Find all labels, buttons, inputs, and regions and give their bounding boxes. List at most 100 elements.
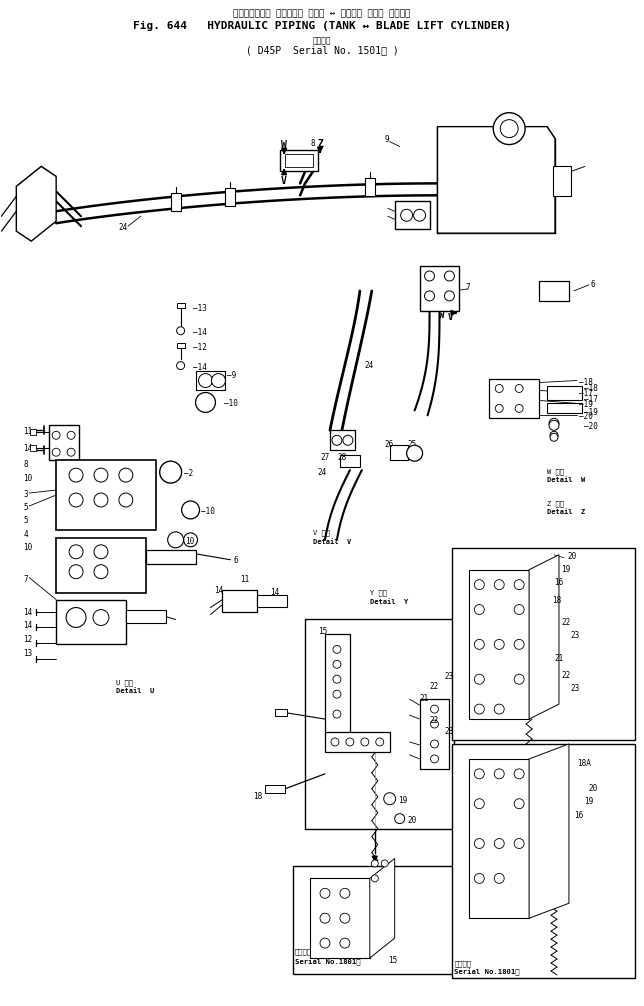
Circle shape xyxy=(493,113,525,145)
Bar xyxy=(176,343,185,348)
Text: 14: 14 xyxy=(214,585,223,595)
Circle shape xyxy=(413,209,426,221)
Circle shape xyxy=(494,839,504,848)
Text: ハイドロリック パイピング タンク ↔ ブレード リフト シリンダ: ハイドロリック パイピング タンク ↔ ブレード リフト シリンダ xyxy=(233,9,411,18)
Circle shape xyxy=(320,888,330,898)
Circle shape xyxy=(514,799,524,809)
Circle shape xyxy=(182,501,200,519)
Text: 4: 4 xyxy=(23,530,28,539)
Circle shape xyxy=(331,738,339,745)
Bar xyxy=(293,866,457,974)
Text: Y 詳細: Y 詳細 xyxy=(370,590,387,597)
Circle shape xyxy=(94,493,108,507)
Polygon shape xyxy=(469,569,529,719)
Text: 23: 23 xyxy=(444,672,454,681)
Circle shape xyxy=(475,769,484,779)
Circle shape xyxy=(494,579,504,590)
Text: Z: Z xyxy=(317,139,323,149)
Text: V: V xyxy=(281,176,287,186)
Circle shape xyxy=(475,873,484,883)
Text: 6: 6 xyxy=(591,280,596,289)
Text: 19: 19 xyxy=(561,564,570,573)
Text: 8: 8 xyxy=(23,460,28,469)
Circle shape xyxy=(66,608,86,628)
Text: 7: 7 xyxy=(466,283,470,292)
Circle shape xyxy=(514,640,524,649)
Circle shape xyxy=(475,799,484,809)
Text: 20: 20 xyxy=(567,551,576,560)
Text: Detail  Z: Detail Z xyxy=(547,509,585,515)
Bar xyxy=(553,166,571,196)
Text: 23: 23 xyxy=(571,684,580,693)
Bar xyxy=(280,150,318,171)
Circle shape xyxy=(515,404,523,412)
Bar xyxy=(196,370,225,390)
Circle shape xyxy=(431,740,439,747)
Bar xyxy=(56,538,146,593)
Circle shape xyxy=(320,939,330,948)
Bar xyxy=(395,201,430,229)
Circle shape xyxy=(119,493,133,507)
Circle shape xyxy=(94,564,108,578)
Circle shape xyxy=(211,373,225,387)
Circle shape xyxy=(444,291,455,301)
Text: 21: 21 xyxy=(554,654,564,663)
Bar xyxy=(126,610,166,624)
Circle shape xyxy=(514,605,524,615)
Circle shape xyxy=(67,432,75,440)
Circle shape xyxy=(475,605,484,615)
Circle shape xyxy=(381,860,388,867)
Circle shape xyxy=(475,704,484,714)
Bar xyxy=(275,709,287,716)
Text: 8: 8 xyxy=(310,139,315,148)
Circle shape xyxy=(475,640,484,649)
Bar xyxy=(325,635,350,734)
Bar xyxy=(365,178,375,196)
Circle shape xyxy=(514,839,524,848)
Circle shape xyxy=(475,674,484,684)
Text: —18: —18 xyxy=(579,377,592,386)
Bar xyxy=(453,744,634,978)
Text: 5: 5 xyxy=(23,503,28,512)
Text: —10: —10 xyxy=(200,507,214,516)
Bar xyxy=(420,699,450,769)
Text: 9: 9 xyxy=(384,135,390,144)
Circle shape xyxy=(550,434,558,442)
Circle shape xyxy=(431,705,439,713)
Circle shape xyxy=(475,839,484,848)
Text: —2: —2 xyxy=(184,469,193,478)
Circle shape xyxy=(361,738,369,745)
Circle shape xyxy=(494,873,504,883)
Circle shape xyxy=(332,436,342,446)
Bar xyxy=(49,426,79,460)
Text: V 詳細: V 詳細 xyxy=(313,530,330,536)
Circle shape xyxy=(515,384,523,392)
Bar xyxy=(225,188,235,206)
Text: —19: —19 xyxy=(579,400,592,409)
Text: W 詳細: W 詳細 xyxy=(547,468,564,475)
Text: 10: 10 xyxy=(23,543,33,552)
Bar xyxy=(547,403,582,413)
Text: 20: 20 xyxy=(589,784,598,793)
Circle shape xyxy=(198,373,213,387)
Circle shape xyxy=(160,461,182,483)
Text: 11: 11 xyxy=(23,428,33,437)
Text: 24: 24 xyxy=(317,468,327,477)
Bar xyxy=(30,446,36,452)
Text: 7: 7 xyxy=(23,574,28,583)
Text: 25: 25 xyxy=(408,441,417,450)
Bar xyxy=(420,266,459,311)
Circle shape xyxy=(333,660,341,668)
Circle shape xyxy=(494,640,504,649)
Text: 16: 16 xyxy=(554,577,564,586)
Circle shape xyxy=(184,533,198,547)
Circle shape xyxy=(514,579,524,590)
Bar xyxy=(539,281,569,301)
Bar xyxy=(171,193,180,211)
Text: V: V xyxy=(448,313,453,322)
Text: 適用号機: 適用号機 xyxy=(455,960,471,967)
Text: Detail  W: Detail W xyxy=(547,477,585,483)
Polygon shape xyxy=(310,878,370,958)
Circle shape xyxy=(424,291,435,301)
Text: —14: —14 xyxy=(193,362,207,371)
